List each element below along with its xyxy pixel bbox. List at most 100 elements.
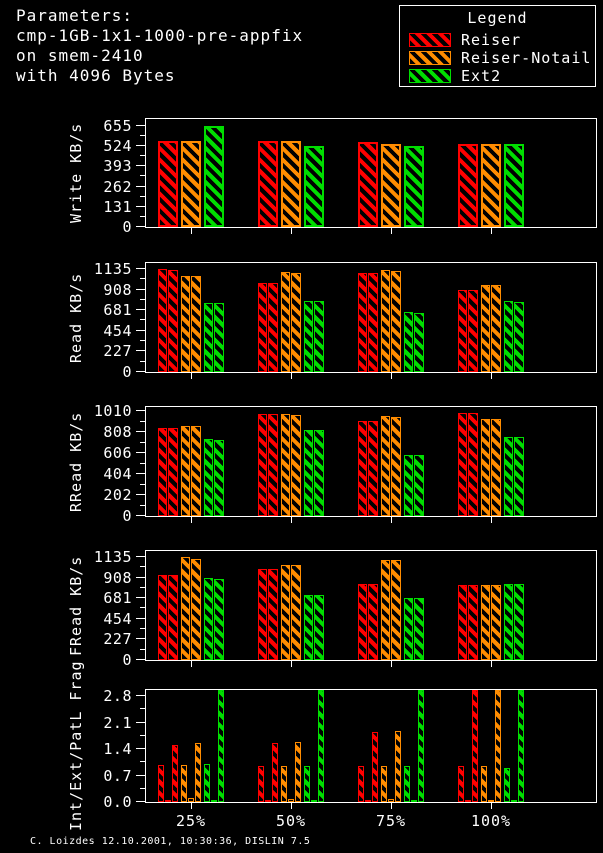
y-tick-label: 1135 xyxy=(93,259,132,278)
legend-swatch-ext2 xyxy=(409,69,451,83)
bar-ext2 xyxy=(410,800,417,802)
y-tick-major xyxy=(136,597,145,599)
y-tick-minor xyxy=(140,628,145,630)
bar-ext2 xyxy=(503,767,510,802)
bar-reiser-notail xyxy=(180,141,201,227)
y-tick-major xyxy=(136,494,145,496)
bar-reiser-notail xyxy=(380,270,390,372)
plot-area-rread xyxy=(145,406,597,523)
bar-ext2 xyxy=(403,766,410,802)
y-tick-major xyxy=(136,748,145,750)
bar-reiser xyxy=(257,766,264,802)
y-tick-label: 0 xyxy=(122,651,132,669)
y-tick-major xyxy=(136,205,145,207)
bar-reiser xyxy=(164,799,171,802)
x-tick-mark xyxy=(191,661,192,667)
bar-ext2 xyxy=(514,301,524,372)
bar-ext2 xyxy=(303,766,310,802)
y-tick-minor xyxy=(140,761,145,763)
y-tick-major xyxy=(136,721,145,723)
y-tick-minor xyxy=(140,319,145,321)
bar-reiser xyxy=(157,574,167,660)
y-tick-major xyxy=(136,288,145,290)
bar-reiser-notail xyxy=(280,141,301,227)
panel-write: Write KB/s 0 131 262 393 524 655 xyxy=(0,117,603,236)
bar-reiser-notail xyxy=(280,272,290,372)
bar-reiser xyxy=(357,272,367,372)
y-tick-label: 606 xyxy=(103,444,132,463)
bar-reiser xyxy=(157,428,167,516)
y-tick-label: 908 xyxy=(103,280,132,299)
legend-item-reiser-notail: Reiser-Notail xyxy=(409,49,591,67)
x-tick-mark xyxy=(491,803,492,809)
bar-ext2 xyxy=(314,430,324,516)
bar-ext2 xyxy=(314,595,324,660)
bar-reiser xyxy=(257,569,267,660)
bar-ext2 xyxy=(214,578,224,660)
y-tick-major xyxy=(136,371,145,372)
y-tick-label: 454 xyxy=(103,609,132,628)
bar-reiser xyxy=(257,283,267,372)
bar-reiser-notail xyxy=(380,766,387,802)
bar-ext2 xyxy=(314,301,324,372)
bar-ext2 xyxy=(317,690,324,802)
plot-area-read xyxy=(145,262,597,379)
y-tick-major xyxy=(136,309,145,311)
y-tick-label: 393 xyxy=(103,157,132,176)
bar-reiser-notail xyxy=(394,730,401,802)
y-tick-major xyxy=(136,410,145,412)
y-tick-major xyxy=(136,638,145,640)
plot-area-write xyxy=(145,118,597,234)
y-tick-minor xyxy=(140,360,145,362)
x-tick-mark xyxy=(191,517,192,523)
y-tick-major xyxy=(136,452,145,454)
y-tick-minor xyxy=(140,607,145,609)
y-tick-label: 0 xyxy=(122,218,132,236)
bar-reiser xyxy=(168,269,178,372)
bar-reiser-notail xyxy=(187,798,194,802)
bar-reiser xyxy=(368,421,378,516)
bar-reiser-notail xyxy=(480,284,490,372)
bar-ext2 xyxy=(417,690,424,802)
x-tick-mark xyxy=(491,517,492,523)
bar-reiser-notail xyxy=(180,425,190,516)
legend-label-ext2: Ext2 xyxy=(461,67,502,85)
bar-reiser-notail xyxy=(280,565,290,660)
bar-ext2 xyxy=(503,584,513,660)
bar-reiser xyxy=(357,142,378,227)
bar-ext2 xyxy=(203,439,213,516)
bar-ext2 xyxy=(303,430,313,516)
y-tick-major xyxy=(136,774,145,776)
x-tick-mark xyxy=(491,373,492,379)
x-tick-mark xyxy=(391,661,392,667)
bar-ext2 xyxy=(403,455,413,516)
bar-ext2 xyxy=(203,577,213,660)
y-tick-minor xyxy=(140,648,145,650)
y-tick-label: 0 xyxy=(122,363,132,381)
bar-reiser xyxy=(468,412,478,516)
legend-swatch-reiser xyxy=(409,33,451,47)
y-tick-major xyxy=(136,515,145,516)
y-tick-minor xyxy=(140,504,145,506)
bar-reiser-notail xyxy=(380,560,390,660)
bar-ext2 xyxy=(203,125,224,227)
y-tick-minor xyxy=(140,586,145,588)
bar-reiser xyxy=(268,413,278,516)
y-tick-label: 1.4 xyxy=(103,740,132,759)
bar-reiser xyxy=(464,800,471,802)
bar-reiser xyxy=(268,569,278,660)
bar-ext2 xyxy=(414,598,424,660)
x-tick-mark xyxy=(291,373,292,379)
parameters-line-host: on smem-2410 xyxy=(16,46,144,65)
bar-reiser-notail xyxy=(280,413,290,516)
bar-reiser-notail xyxy=(191,559,201,660)
bar-reiser xyxy=(271,742,278,802)
x-tick-mark xyxy=(491,228,492,234)
x-axis-label: 50% xyxy=(275,812,307,830)
bar-reiser-notail xyxy=(494,690,501,802)
y-tick-major xyxy=(136,695,145,697)
y-tick-minor xyxy=(140,420,145,422)
y-tick-label: 681 xyxy=(103,301,132,320)
bar-reiser-notail xyxy=(180,275,190,372)
y-tick-minor xyxy=(140,278,145,280)
